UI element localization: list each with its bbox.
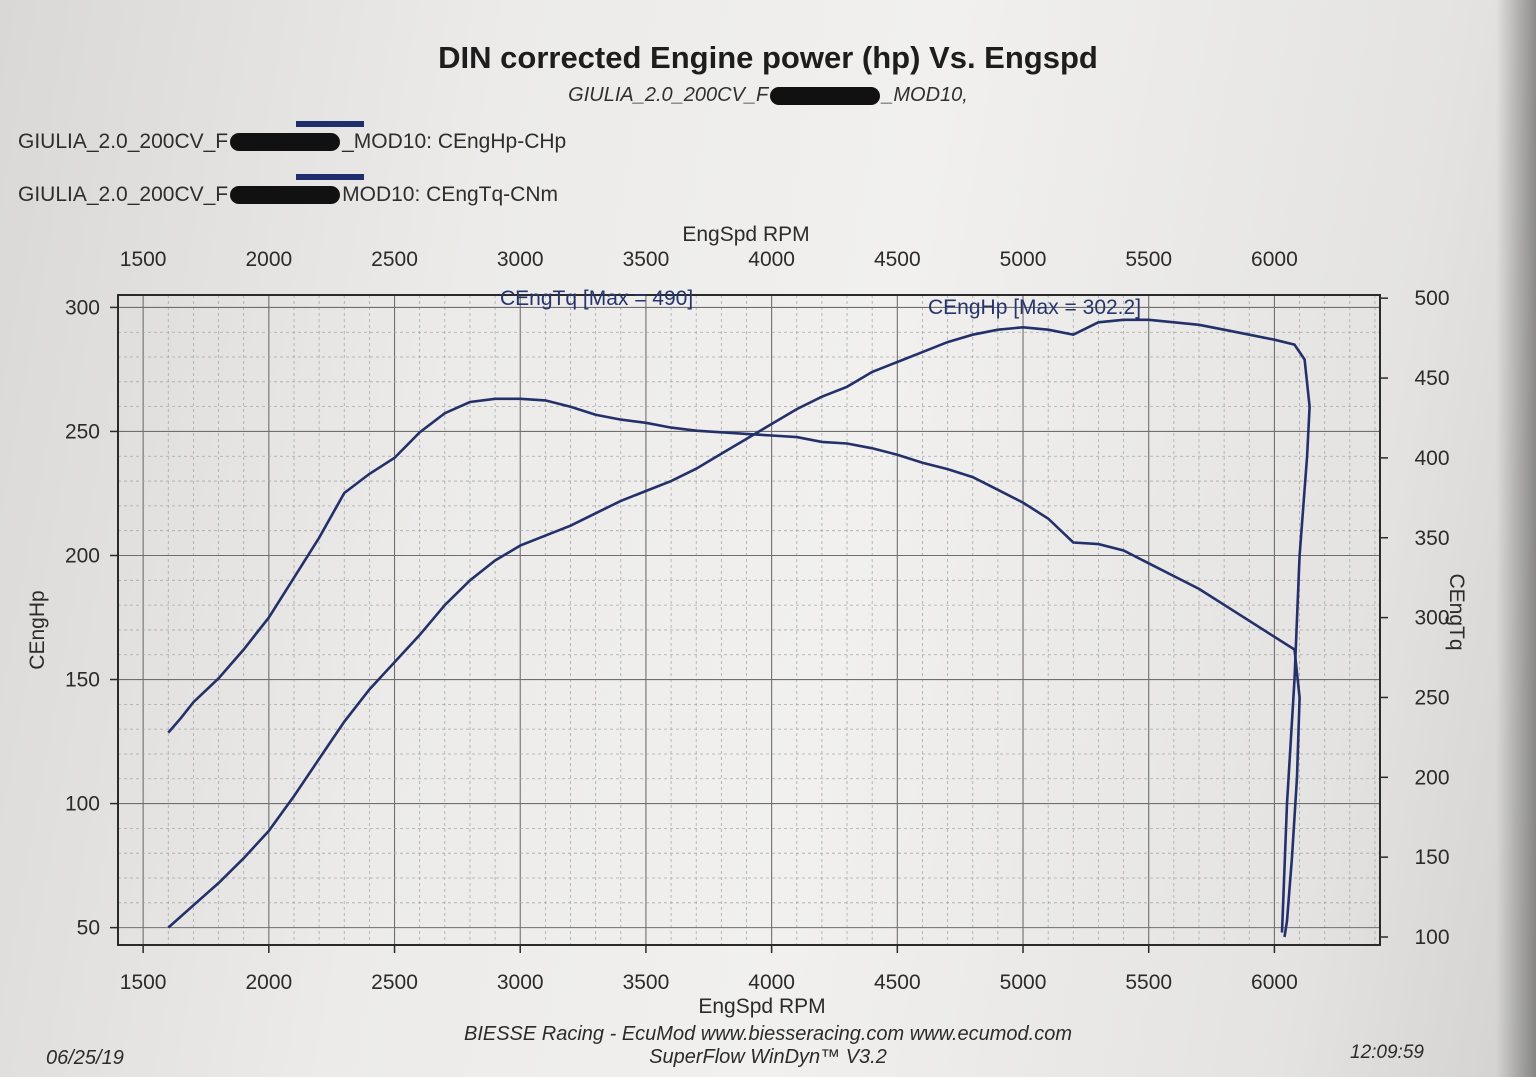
- y-axis-label-right: CEngTq: [1445, 573, 1468, 650]
- redaction-mark: [770, 86, 881, 105]
- print-date: 06/25/19: [46, 1047, 124, 1069]
- top-axis-label: EngSpd RPM: [682, 223, 809, 246]
- print-time: 12:09:59: [1350, 1042, 1424, 1063]
- chart-subtitle: GIULIA_2.0_200CV_F _MOD10,: [568, 84, 968, 106]
- x-tick-label: 6000: [1251, 971, 1298, 994]
- y-axis-label-left: CEngHp: [26, 590, 49, 669]
- x-tick-label: 4000: [748, 971, 795, 994]
- axis-ticks: 1500 1500 2000 2000 2500 2500 3000 3000 3500 3500…: [65, 248, 1450, 994]
- plot-frame: [117, 294, 1381, 946]
- footer-software: SuperFlow WinDyn™ V3.2: [649, 1046, 887, 1068]
- x-axis-label: EngSpd RPM: [698, 995, 825, 1018]
- x-tick-label-top: 5000: [1000, 248, 1047, 271]
- x-tick-label-top: 5500: [1125, 248, 1172, 271]
- x-tick-label-top: 4500: [874, 248, 921, 271]
- y-tick-label-right: 100: [1414, 926, 1449, 949]
- sheet-shadow: [1496, 0, 1536, 1077]
- y-tick-label-left: 100: [65, 793, 100, 816]
- y-tick-label-right: 450: [1414, 367, 1449, 390]
- y-tick-label-right: 250: [1414, 686, 1449, 709]
- x-tick-label-top: 6000: [1251, 248, 1298, 271]
- series-line-cengtq: [167, 397, 1301, 938]
- y-tick-label-right: 300: [1414, 607, 1449, 630]
- y-tick-label-left: 200: [65, 544, 100, 567]
- redaction-mark: [230, 186, 341, 205]
- x-tick-label: 5000: [1000, 971, 1047, 994]
- x-tick-label: 2000: [245, 971, 292, 994]
- annotation-hp-max: CEngHp [Max = 302.2]: [928, 296, 1141, 319]
- y-tick-label-right: 500: [1414, 287, 1449, 310]
- y-tick-label-left: 50: [77, 917, 100, 940]
- y-tick-label-left: 150: [65, 669, 100, 692]
- legend-entry-hp: GIULIA_2.0_200CV_F _MOD10: CEngHp-CHp: [18, 130, 567, 153]
- x-tick-label-top: 1500: [120, 248, 167, 271]
- legend-entry-tq: GIULIA_2.0_200CV_F MOD10: CEngTq-CNm: [18, 183, 559, 206]
- x-tick-label: 4500: [874, 971, 921, 994]
- legend-swatch-hp: [296, 121, 364, 127]
- y-tick-label-right: 150: [1414, 846, 1449, 869]
- y-tick-label-right: 200: [1414, 766, 1449, 789]
- redaction-mark: [230, 133, 341, 152]
- chart-title: DIN corrected Engine power (hp) Vs. Engs…: [438, 40, 1098, 75]
- x-tick-label-top: 3000: [497, 248, 544, 271]
- chart-grid: [118, 295, 1380, 945]
- y-tick-label-left: 250: [65, 420, 100, 443]
- x-tick-label: 3500: [623, 971, 670, 994]
- x-tick-label: 3000: [497, 971, 544, 994]
- annotation-tq-max: CEngTq [Max = 490]: [500, 287, 693, 310]
- y-tick-label-right: 400: [1414, 447, 1449, 470]
- footer-company: BIESSE Racing - EcuMod www.biesseracing.…: [463, 1023, 1072, 1045]
- y-tick-label-left: 300: [65, 296, 100, 319]
- x-tick-label-top: 2000: [245, 248, 292, 271]
- x-tick-label: 5500: [1125, 971, 1172, 994]
- legend-swatch-tq: [296, 174, 364, 180]
- x-tick-label-top: 2500: [371, 248, 418, 271]
- x-tick-label: 2500: [371, 971, 418, 994]
- x-tick-label: 1500: [120, 971, 167, 994]
- y-tick-label-right: 350: [1414, 527, 1449, 550]
- x-tick-label-top: 4000: [748, 248, 795, 271]
- x-tick-label-top: 3500: [623, 248, 670, 271]
- series-line-cenghp: [167, 318, 1311, 933]
